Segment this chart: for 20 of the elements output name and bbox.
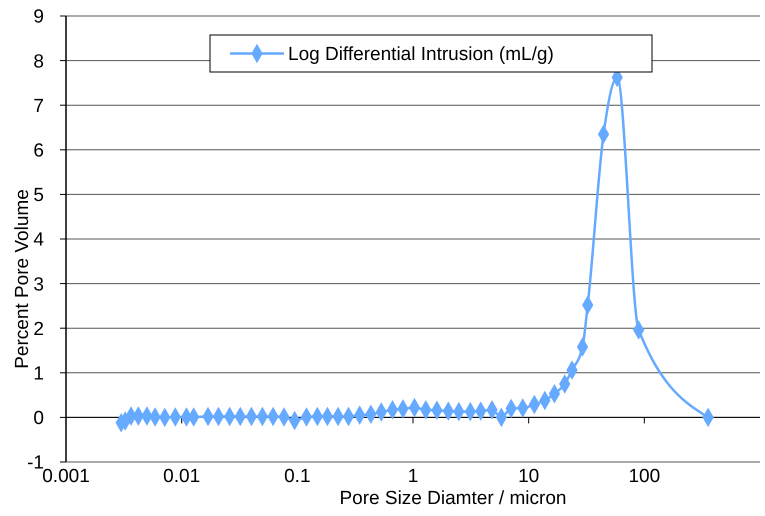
y-tick-label: 6 bbox=[33, 140, 44, 162]
x-tick-label: 0.001 bbox=[42, 466, 90, 487]
y-tick-label: 8 bbox=[33, 51, 44, 72]
y-tick-label: -1 bbox=[27, 452, 44, 474]
x-tick-label: 0.1 bbox=[284, 466, 311, 487]
x-tick-label: 100 bbox=[628, 466, 660, 487]
y-tick-label: 1 bbox=[33, 363, 44, 384]
y-tick-label: 2 bbox=[33, 318, 44, 340]
x-tick-label: 0.01 bbox=[163, 466, 200, 487]
y-tick-label: 9 bbox=[33, 6, 44, 28]
y-axis-title: Percent Pore Volume bbox=[12, 189, 33, 369]
y-tick-label: 7 bbox=[33, 96, 44, 117]
x-tick-label: 10 bbox=[518, 466, 540, 487]
y-tick-label: 3 bbox=[33, 274, 44, 296]
y-tick-label: 4 bbox=[33, 230, 44, 251]
y-tick-label: 0 bbox=[33, 408, 44, 430]
x-axis-title: Pore Size Diamter / micron bbox=[339, 488, 567, 509]
y-tick-label: 5 bbox=[33, 185, 44, 206]
x-tick-label: 1 bbox=[408, 466, 418, 487]
legend-label: Log Differential Intrusion (mL/g) bbox=[288, 44, 554, 66]
